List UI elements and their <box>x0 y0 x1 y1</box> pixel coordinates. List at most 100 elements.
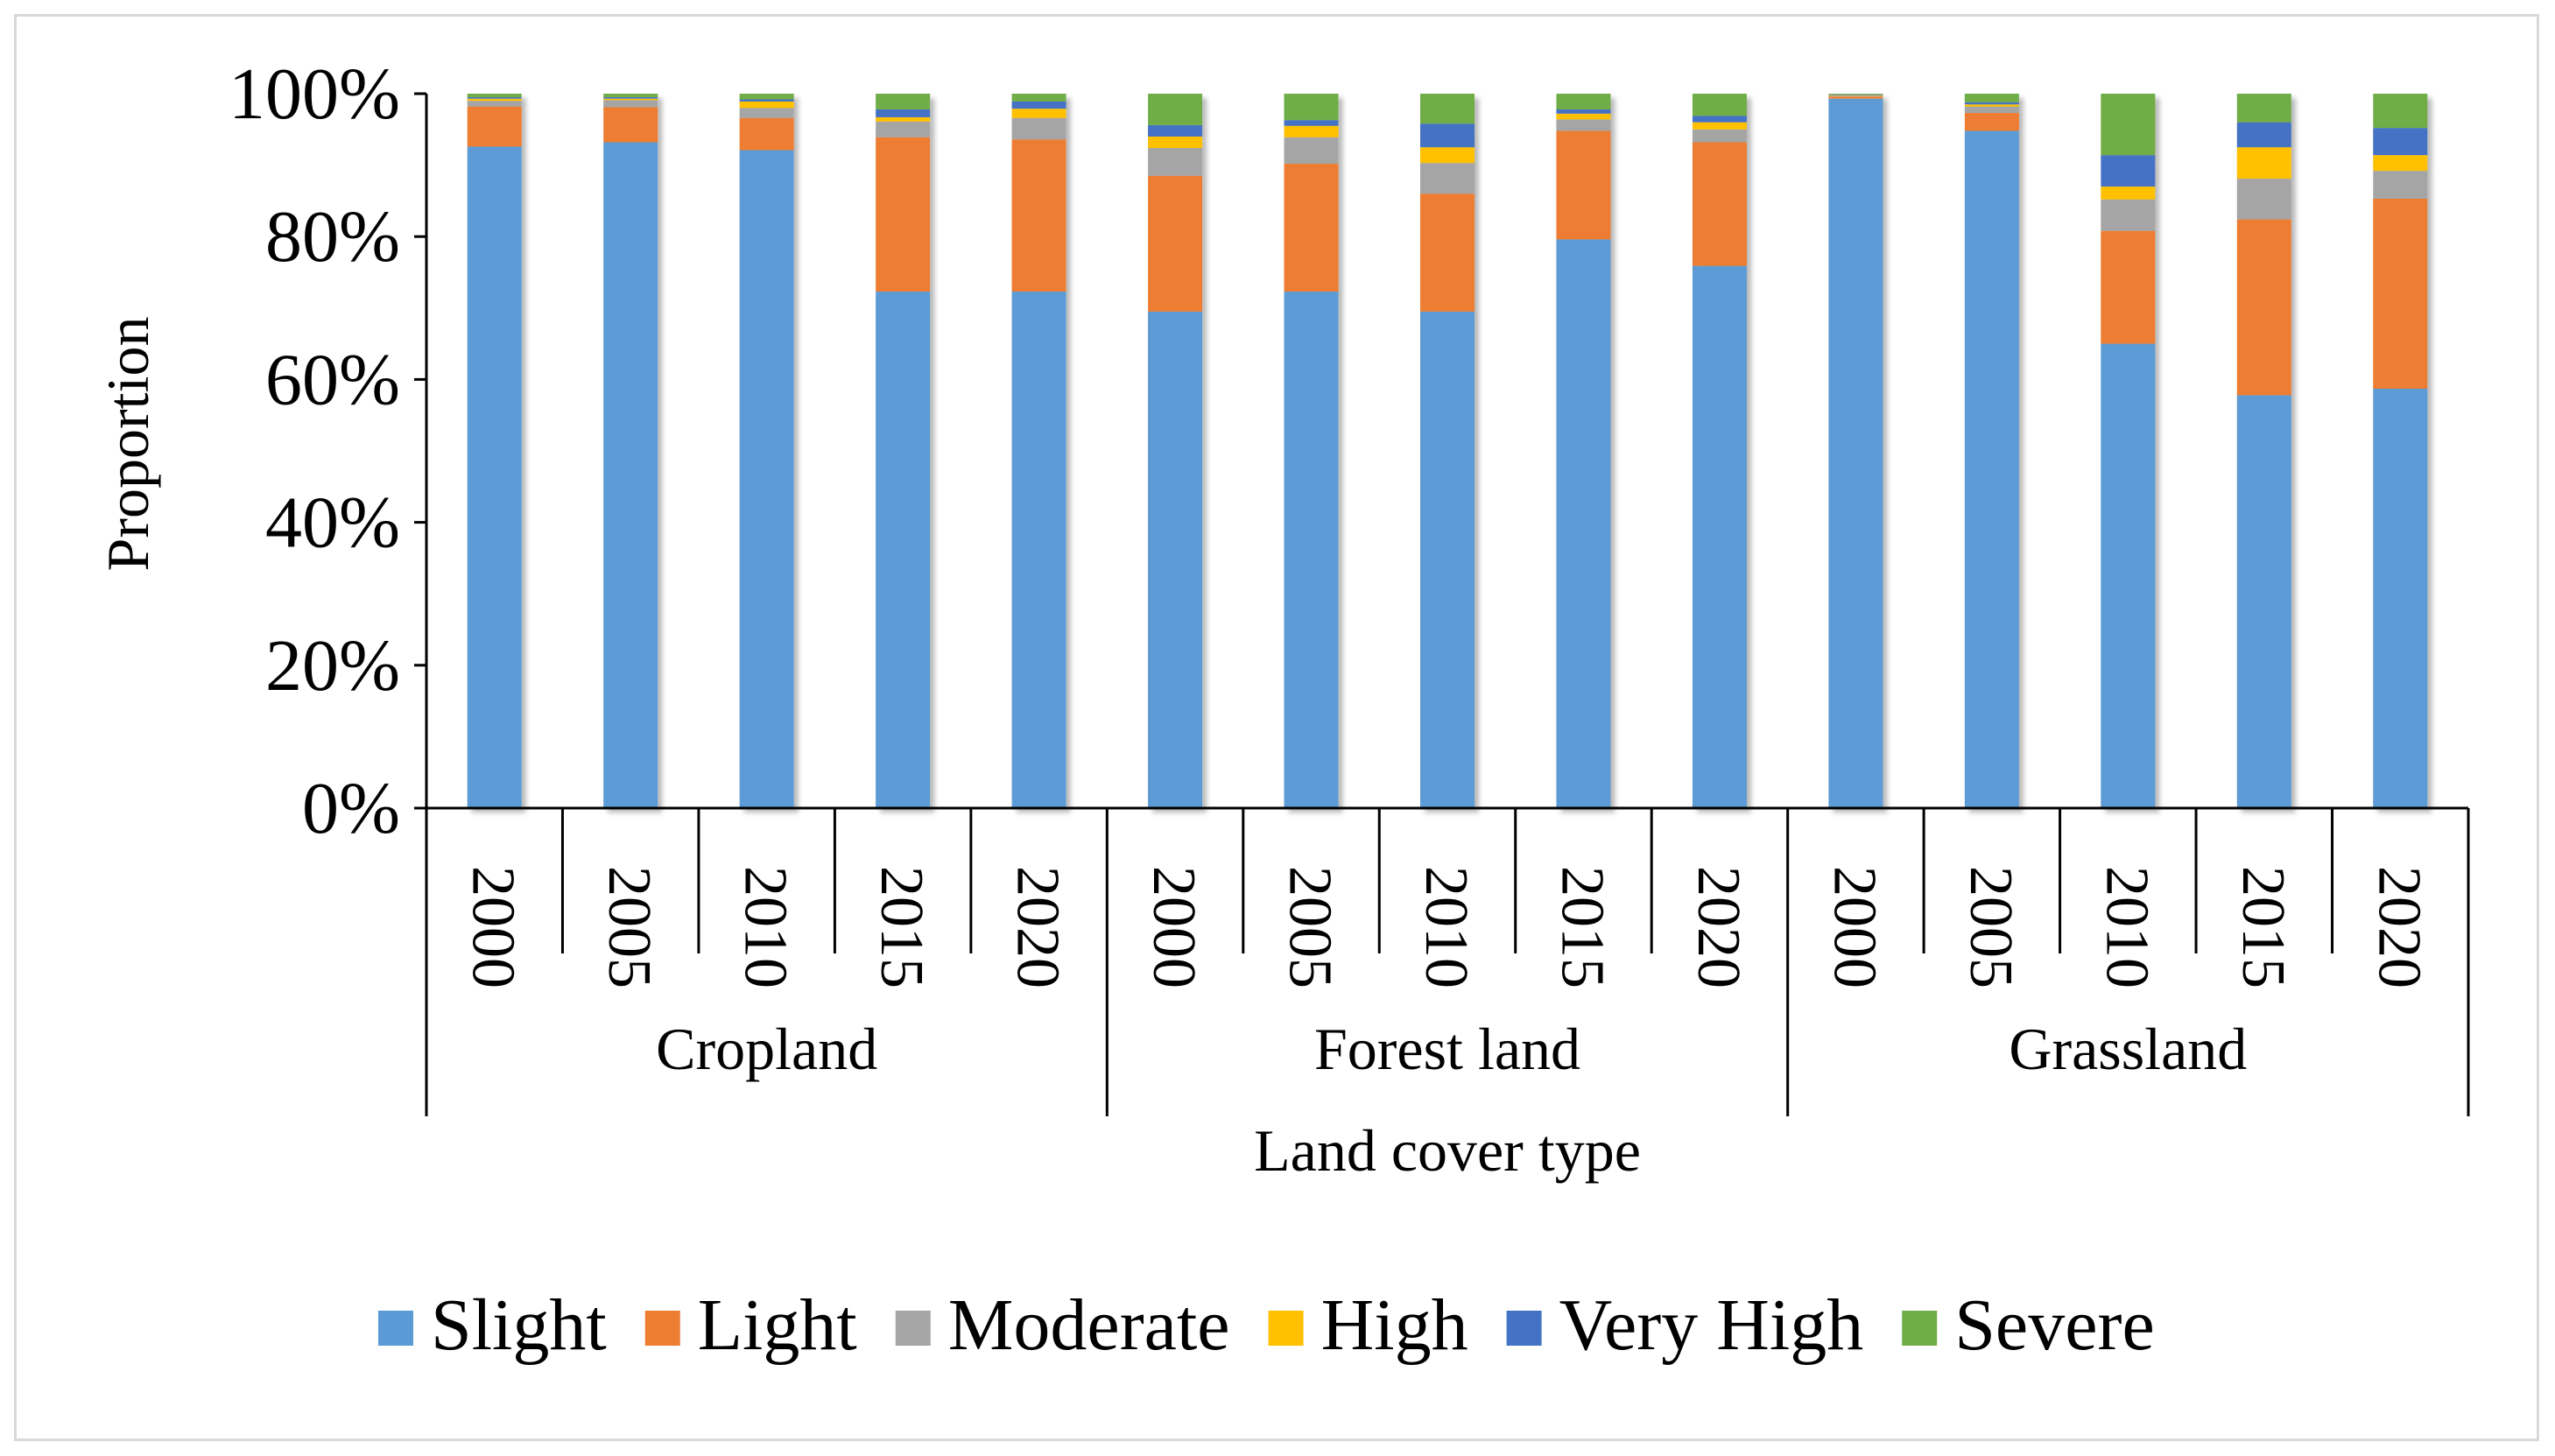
y-tick-label: 80% <box>265 196 400 278</box>
bar-segment-high: Forest land 2005 — High: 1.6% <box>1284 125 1339 137</box>
bar-segment-light: Cropland 2015 — Light: 21.6% <box>876 137 931 292</box>
x-group-label: Grassland <box>2009 1016 2247 1082</box>
bar-segment-light: Cropland 2020 — Light: 21.3% <box>1011 139 1066 292</box>
bar-segment-moderate: Cropland 2020 — Moderate: 3% <box>1011 117 1066 140</box>
bar-segment-severe: Forest land 2015 — Severe: 2.2% <box>1556 94 1611 109</box>
legend-item: Moderate <box>895 1284 1230 1366</box>
bar-stack: Cropland 2005 — Slight: 93.2%Cropland 20… <box>603 94 658 808</box>
legend-label: Moderate <box>948 1284 1230 1366</box>
bar-stack: Forest land 2020 — Slight: 75.9%Forest l… <box>1692 94 1747 808</box>
bar-segment-slight: Grassland 2000 — Slight: 99.3% <box>1828 98 1883 809</box>
legend-swatch <box>1506 1311 1542 1346</box>
bar-segment-severe: Grassland 2010 — Severe: 8.6% <box>2101 94 2156 156</box>
bar-stack: Cropland 2020 — Slight: 72.3%Cropland 20… <box>1011 94 1066 809</box>
chart-frame: Cropland 2000 — Slight: 92.6%Cropland 20… <box>14 14 2539 1441</box>
bar-segment-high: Forest land 2000 — High: 1.6% <box>1148 136 1203 149</box>
axes <box>425 94 2470 1116</box>
legend-swatch <box>1902 1311 1938 1346</box>
bar-segment-high: Cropland 2015 — High: 0.6% <box>876 116 931 122</box>
x-year-label: 2015 <box>2229 866 2297 988</box>
bar-stack: Grassland 2015 — Slight: 57.8%Grassland … <box>2236 94 2291 808</box>
x-year-label: 2015 <box>1548 866 1615 988</box>
bar-segment-severe: Forest land 2005 — Severe: 3.7% <box>1284 94 1339 121</box>
x-year-label: 2005 <box>595 866 663 988</box>
legend-label: Light <box>698 1284 857 1366</box>
bar-stack: Grassland 2000 — Slight: 99.3%Grassland … <box>1828 94 1883 809</box>
legend: Slight Light Moderate High Very High Severe <box>378 1284 2155 1366</box>
bar-segment-high: Cropland 2020 — High: 1.3% <box>1011 109 1066 118</box>
bar-segment-very-high: Cropland 2020 — Very High: 1% <box>1011 101 1066 109</box>
bar-segment-moderate: Forest land 2000 — Moderate: 3.9% <box>1148 148 1203 176</box>
bar-segment-high: Grassland 2005 — High: 0.3% <box>1964 104 2019 107</box>
x-year-label: 2020 <box>2365 866 2432 988</box>
x-group-label: Forest land <box>1314 1016 1580 1082</box>
bar-segment-slight: Forest land 2020 — Slight: 75.9% <box>1692 265 1747 808</box>
y-tick-label: 20% <box>265 625 400 707</box>
bar-segment-moderate: Cropland 2005 — Moderate: 1% <box>603 100 658 108</box>
bar-segment-high: Grassland 2015 — High: 4.4% <box>2236 147 2291 179</box>
x-group-label: Cropland <box>656 1016 877 1082</box>
bar-stack: Forest land 2000 — Slight: 69.5%Forest l… <box>1148 94 1203 808</box>
bar-segment-light: Grassland 2020 — Light: 26.6% <box>2373 198 2428 390</box>
legend-swatch <box>644 1311 680 1346</box>
bar-segment-light: Grassland 2005 — Light: 2.5% <box>1964 113 2019 131</box>
bar-segment-light: Cropland 2005 — Light: 4.9% <box>603 107 658 143</box>
bar-segment-slight: Cropland 2010 — Slight: 92.1% <box>739 150 794 809</box>
bar-segment-slight: Forest land 2015 — Slight: 79.6% <box>1556 239 1611 808</box>
legend-item: Very High <box>1506 1284 1863 1366</box>
y-tick-label: 100% <box>229 53 400 135</box>
bar-segment-very-high: Cropland 2010 — Very High: 0.3% <box>739 99 794 102</box>
bar-segment-very-high: Forest land 2010 — Very High: 3.3% <box>1420 123 1475 148</box>
bar-segment-moderate: Forest land 2015 — Moderate: 1.6% <box>1556 119 1611 131</box>
bar-segment-light: Grassland 2010 — Light: 15.8% <box>2101 230 2156 344</box>
stacked-bar-chart: Cropland 2000 — Slight: 92.6%Cropland 20… <box>95 53 2470 1366</box>
bar-segment-light: Cropland 2010 — Light: 4.5% <box>739 117 794 151</box>
x-year-label: 2020 <box>1004 866 1072 988</box>
bar-segment-severe: Cropland 2005 — Severe: 0.5% <box>603 94 658 98</box>
bar-stack: Cropland 2010 — Slight: 92.1%Cropland 20… <box>739 94 794 809</box>
bar-segment-high: Cropland 2010 — High: 0.9% <box>739 101 794 109</box>
bar-stack: Forest land 2010 — Slight: 69.5%Forest l… <box>1420 94 1475 808</box>
bar-segment-very-high: Cropland 2000 — Very High: 0.2% <box>467 97 522 99</box>
bar-segment-high: Cropland 2000 — High: 0.3% <box>467 98 522 102</box>
legend-swatch <box>378 1311 413 1346</box>
y-axis-title: Proportion <box>95 317 161 572</box>
y-tick-label: 60% <box>265 339 400 420</box>
bar-segment-severe: Forest land 2020 — Severe: 3.1% <box>1692 94 1747 116</box>
bar-segment-slight: Cropland 2005 — Slight: 93.2% <box>603 142 658 808</box>
bar-segment-slight: Forest land 2005 — Slight: 72.3% <box>1284 292 1339 809</box>
bar-segment-very-high: Cropland 2005 — Very High: 0.2% <box>603 97 658 99</box>
legend-swatch <box>895 1311 931 1346</box>
bar-segment-severe: Forest land 2000 — Severe: 4.4% <box>1148 94 1203 125</box>
bar-segment-light: Grassland 2000 — Light: 0.3% <box>1828 96 1883 99</box>
bar-segment-very-high: Grassland 2005 — Very High: 0.3% <box>1964 102 2019 105</box>
bar-stack: Forest land 2005 — Slight: 72.3% Forest l… <box>1284 94 1339 809</box>
y-tick-label: 40% <box>265 482 400 564</box>
bar-segment-light: Forest land 2020 — Light: 17.3% <box>1692 142 1747 266</box>
x-year-label: 2010 <box>1412 866 1480 988</box>
bar-segment-moderate: Grassland 2015 — Moderate: 5.7% <box>2236 179 2291 220</box>
bar-segment-light: Forest land 2010 — Light: 16.5% <box>1420 193 1475 312</box>
x-year-label: 2010 <box>2093 866 2160 988</box>
bar-segment-slight: Grassland 2015 — Slight: 57.8% <box>2236 395 2291 808</box>
x-year-label: 2010 <box>732 866 799 988</box>
bar-segment-high: Grassland 2010 — High: 1.8% <box>2101 186 2156 200</box>
bar-segment-very-high: Grassland 2015 — Very High: 3.5% <box>2236 122 2291 148</box>
x-year-label: 2005 <box>1957 866 2024 988</box>
bar-segment-light: Grassland 2015 — Light: 24.6% <box>2236 219 2291 396</box>
bar-segment-moderate: Forest land 2005 — Moderate: 3.7% <box>1284 137 1339 164</box>
bar-segment-very-high: Forest land 2005 — Very High: 0.8% <box>1284 120 1339 126</box>
bar-segment-severe: Cropland 2000 — Severe: 0.5% <box>467 94 522 98</box>
bar-segment-very-high: Grassland 2010 — Very High: 4.4% <box>2101 155 2156 187</box>
legend-label: Slight <box>431 1284 607 1366</box>
bar-stack: Forest land 2015 — Slight: 79.6% Forest l… <box>1556 94 1611 808</box>
x-axis-labels: 2000 2005 2010 2015 2020 2000 2005 2010 2015 2020… <box>460 866 2433 1082</box>
bar-segment-moderate: Grassland 2010 — Moderate: 4.4% <box>2101 199 2156 231</box>
bar-segment-moderate: Grassland 2000 — Moderate: 0.1% <box>1828 95 1883 97</box>
bar-segment-slight: Forest land 2010 — Slight: 69.5% <box>1420 311 1475 808</box>
bar-segment-moderate: Forest land 2010 — Moderate: 4.3% <box>1420 163 1475 194</box>
x-year-label: 2020 <box>1685 866 1752 988</box>
y-tick-label: 0% <box>302 768 400 849</box>
bar-segment-severe: Cropland 2020 — Severe: 1.1% <box>1011 94 1066 102</box>
bar-segment-very-high: Forest land 2020 — Very High: 0.9% <box>1692 116 1747 123</box>
